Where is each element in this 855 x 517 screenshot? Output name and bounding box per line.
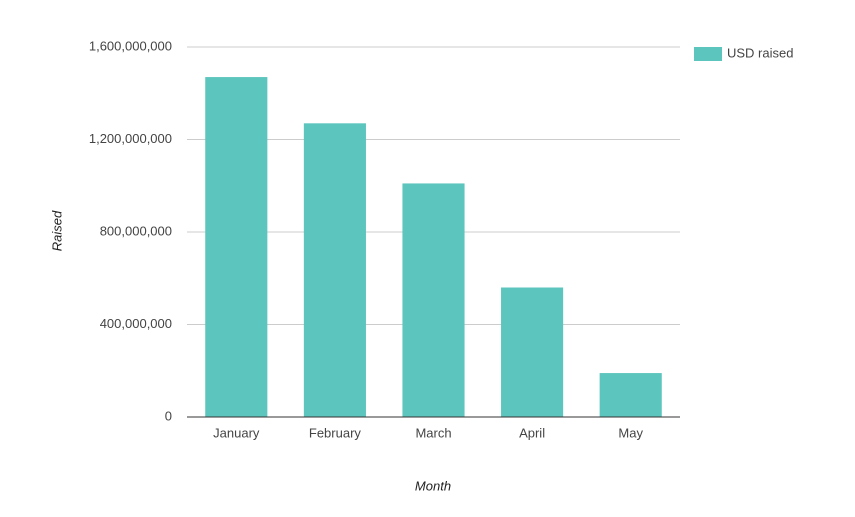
bar [501, 287, 564, 417]
bar [599, 373, 662, 417]
legend-swatch [694, 47, 722, 61]
y-tick-label: 1,200,000,000 [89, 131, 172, 146]
x-tick-label: April [519, 425, 545, 440]
legend-label: USD raised [727, 45, 793, 60]
x-tick-label: February [309, 425, 362, 440]
bar [402, 183, 465, 417]
bar [303, 123, 366, 417]
y-tick-label: 1,600,000,000 [89, 38, 172, 53]
x-tick-label: March [415, 425, 451, 440]
y-tick-label: 0 [165, 408, 172, 423]
bar [205, 77, 268, 417]
x-axis-title: Month [415, 478, 451, 493]
x-tick-label: May [618, 425, 643, 440]
y-tick-label: 800,000,000 [100, 223, 172, 238]
x-tick-label: January [213, 425, 260, 440]
y-tick-label: 400,000,000 [100, 316, 172, 331]
y-axis-title: Raised [49, 210, 64, 251]
